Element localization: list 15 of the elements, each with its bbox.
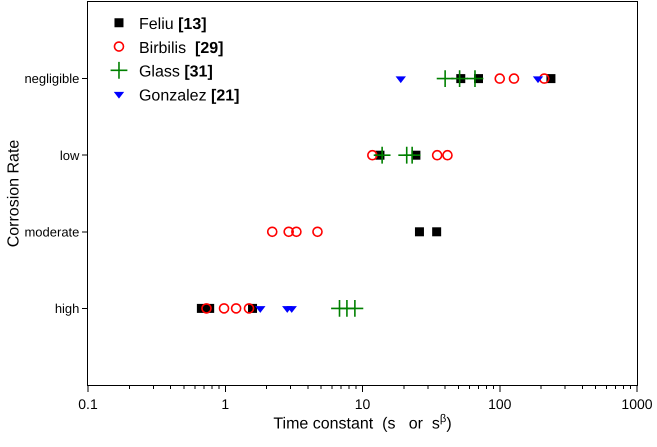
legend-label: Feliu [13] [138, 16, 207, 33]
legend-label: Gonzalez [21] [138, 87, 240, 104]
y-tick-label: high [54, 300, 80, 316]
y-axis-title: Corrosion Rate [5, 140, 22, 248]
x-tick-label: 1000 [621, 396, 653, 412]
y-tick-label: negligible [24, 71, 80, 86]
x-axis-title: Time constant (s or s$^{β}$) [273, 412, 452, 432]
legend-label: Birbilis [29] [138, 40, 224, 57]
x-tick-label: 100 [488, 396, 512, 412]
legend-label: Glass [31] [138, 64, 213, 81]
x-tick-label: 0.1 [78, 396, 98, 412]
x-tick-label: 10 [354, 396, 370, 412]
x-tick-label: 1 [221, 396, 230, 412]
y-tick-label: low [60, 148, 80, 163]
y-tick-label: moderate [24, 224, 80, 240]
